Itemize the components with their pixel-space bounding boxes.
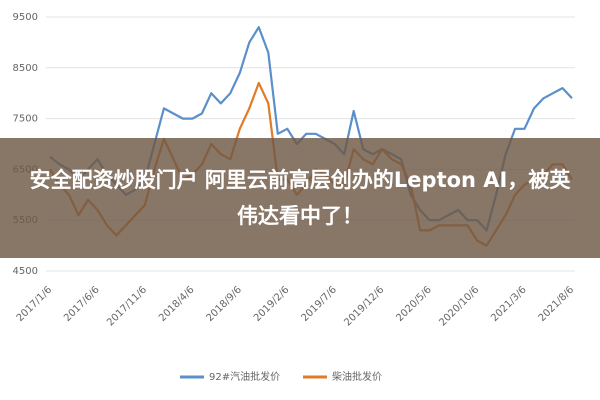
x-tick-label: 2020/5/6 [394,284,434,324]
y-tick-label: 9500 [13,12,38,23]
x-tick-label: 2021/8/6 [537,284,577,324]
x-tick-label: 2019/2/6 [252,284,292,324]
legend-label: 92#汽油批发价 [209,370,280,383]
x-tick-label: 2018/4/6 [157,284,197,324]
y-tick-label: 7500 [13,114,38,125]
x-tick-label: 2017/6/6 [62,284,102,324]
x-tick-label: 2021/3/6 [489,284,529,324]
x-tick-label: 2019/7/6 [299,284,339,324]
x-tick-label: 2017/11/6 [105,284,149,328]
y-tick-label: 8500 [13,63,38,74]
x-tick-label: 2018/9/6 [205,284,245,324]
x-tick-label: 2019/12/6 [342,284,386,328]
overlay-text: 安全配资炒股门户 阿里云前高层创办的Lepton AI，被英伟达看中了！ [29,168,571,228]
y-tick-label: 4500 [13,266,38,277]
x-tick-label: 2017/1/6 [15,284,55,324]
overlay-banner: 安全配资炒股门户 阿里云前高层创办的Lepton AI，被英伟达看中了！ [0,138,600,258]
x-tick-label: 2020/10/6 [437,284,481,328]
legend-label: 柴油批发价 [332,370,382,383]
